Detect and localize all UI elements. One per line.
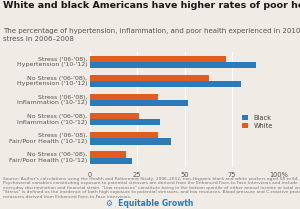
- Text: ⚙  Equitable Growth: ⚙ Equitable Growth: [106, 199, 194, 208]
- Text: Source: Author's calculations using the Health and Retirement Study, 2006–2012, : Source: Author's calculations using the …: [3, 177, 300, 199]
- Bar: [90, 152, 126, 158]
- Bar: [90, 75, 209, 81]
- Legend: Black, White: Black, White: [240, 112, 276, 132]
- Text: The percentage of hypertension, inflammation, and poor health experienced in 201: The percentage of hypertension, inflamma…: [3, 28, 300, 42]
- Bar: [90, 119, 160, 125]
- Bar: [90, 139, 171, 145]
- Bar: [90, 132, 158, 139]
- Bar: [90, 158, 132, 164]
- Bar: [90, 56, 226, 62]
- Bar: [90, 94, 158, 100]
- Bar: [90, 100, 188, 106]
- Bar: [90, 62, 256, 68]
- Text: White and black Americans have higher rates of poor health when stressed: White and black Americans have higher ra…: [3, 1, 300, 10]
- Bar: [90, 113, 139, 119]
- Bar: [90, 81, 241, 87]
